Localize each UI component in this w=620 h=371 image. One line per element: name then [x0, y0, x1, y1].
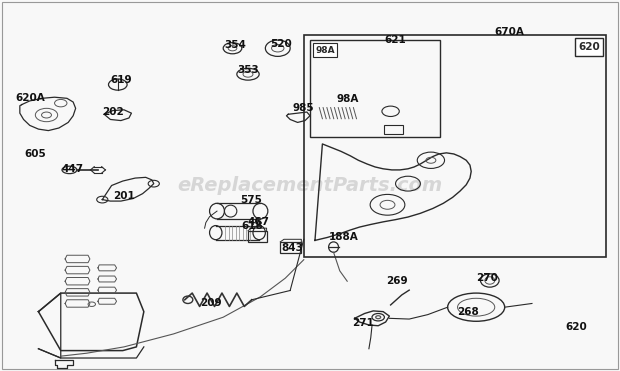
Text: 209: 209 [200, 299, 221, 308]
Bar [575, 38, 603, 56]
Bar [280, 242, 301, 253]
Text: 268: 268 [458, 307, 479, 316]
Text: 619: 619 [110, 75, 132, 85]
Text: 354: 354 [224, 40, 246, 49]
Text: 843: 843 [281, 243, 303, 253]
Text: 985: 985 [293, 104, 314, 113]
Text: 520: 520 [270, 39, 291, 49]
Text: 98A: 98A [315, 46, 335, 55]
Text: 575: 575 [241, 196, 262, 205]
Bar [310, 40, 440, 137]
Bar [313, 43, 337, 57]
Text: 270: 270 [476, 273, 498, 282]
Text: 188A: 188A [329, 233, 358, 242]
Text: 447: 447 [62, 164, 84, 174]
Text: 670A: 670A [495, 27, 525, 36]
Text: 620: 620 [565, 322, 587, 332]
Text: 98A: 98A [336, 95, 358, 104]
Text: 202: 202 [102, 107, 124, 117]
Bar [384, 125, 403, 134]
Text: 620: 620 [578, 42, 600, 52]
Bar [248, 231, 267, 242]
Bar [304, 35, 606, 257]
Text: 271: 271 [352, 318, 374, 328]
Text: 201: 201 [113, 191, 135, 201]
Text: 620A: 620A [16, 93, 45, 103]
Text: 621: 621 [384, 35, 406, 45]
Text: 353: 353 [237, 65, 259, 75]
Text: 269: 269 [386, 276, 407, 286]
Text: 467: 467 [247, 217, 269, 227]
Text: 605: 605 [25, 149, 46, 159]
Text: 618: 618 [242, 221, 264, 231]
Text: eReplacementParts.com: eReplacementParts.com [177, 176, 443, 195]
